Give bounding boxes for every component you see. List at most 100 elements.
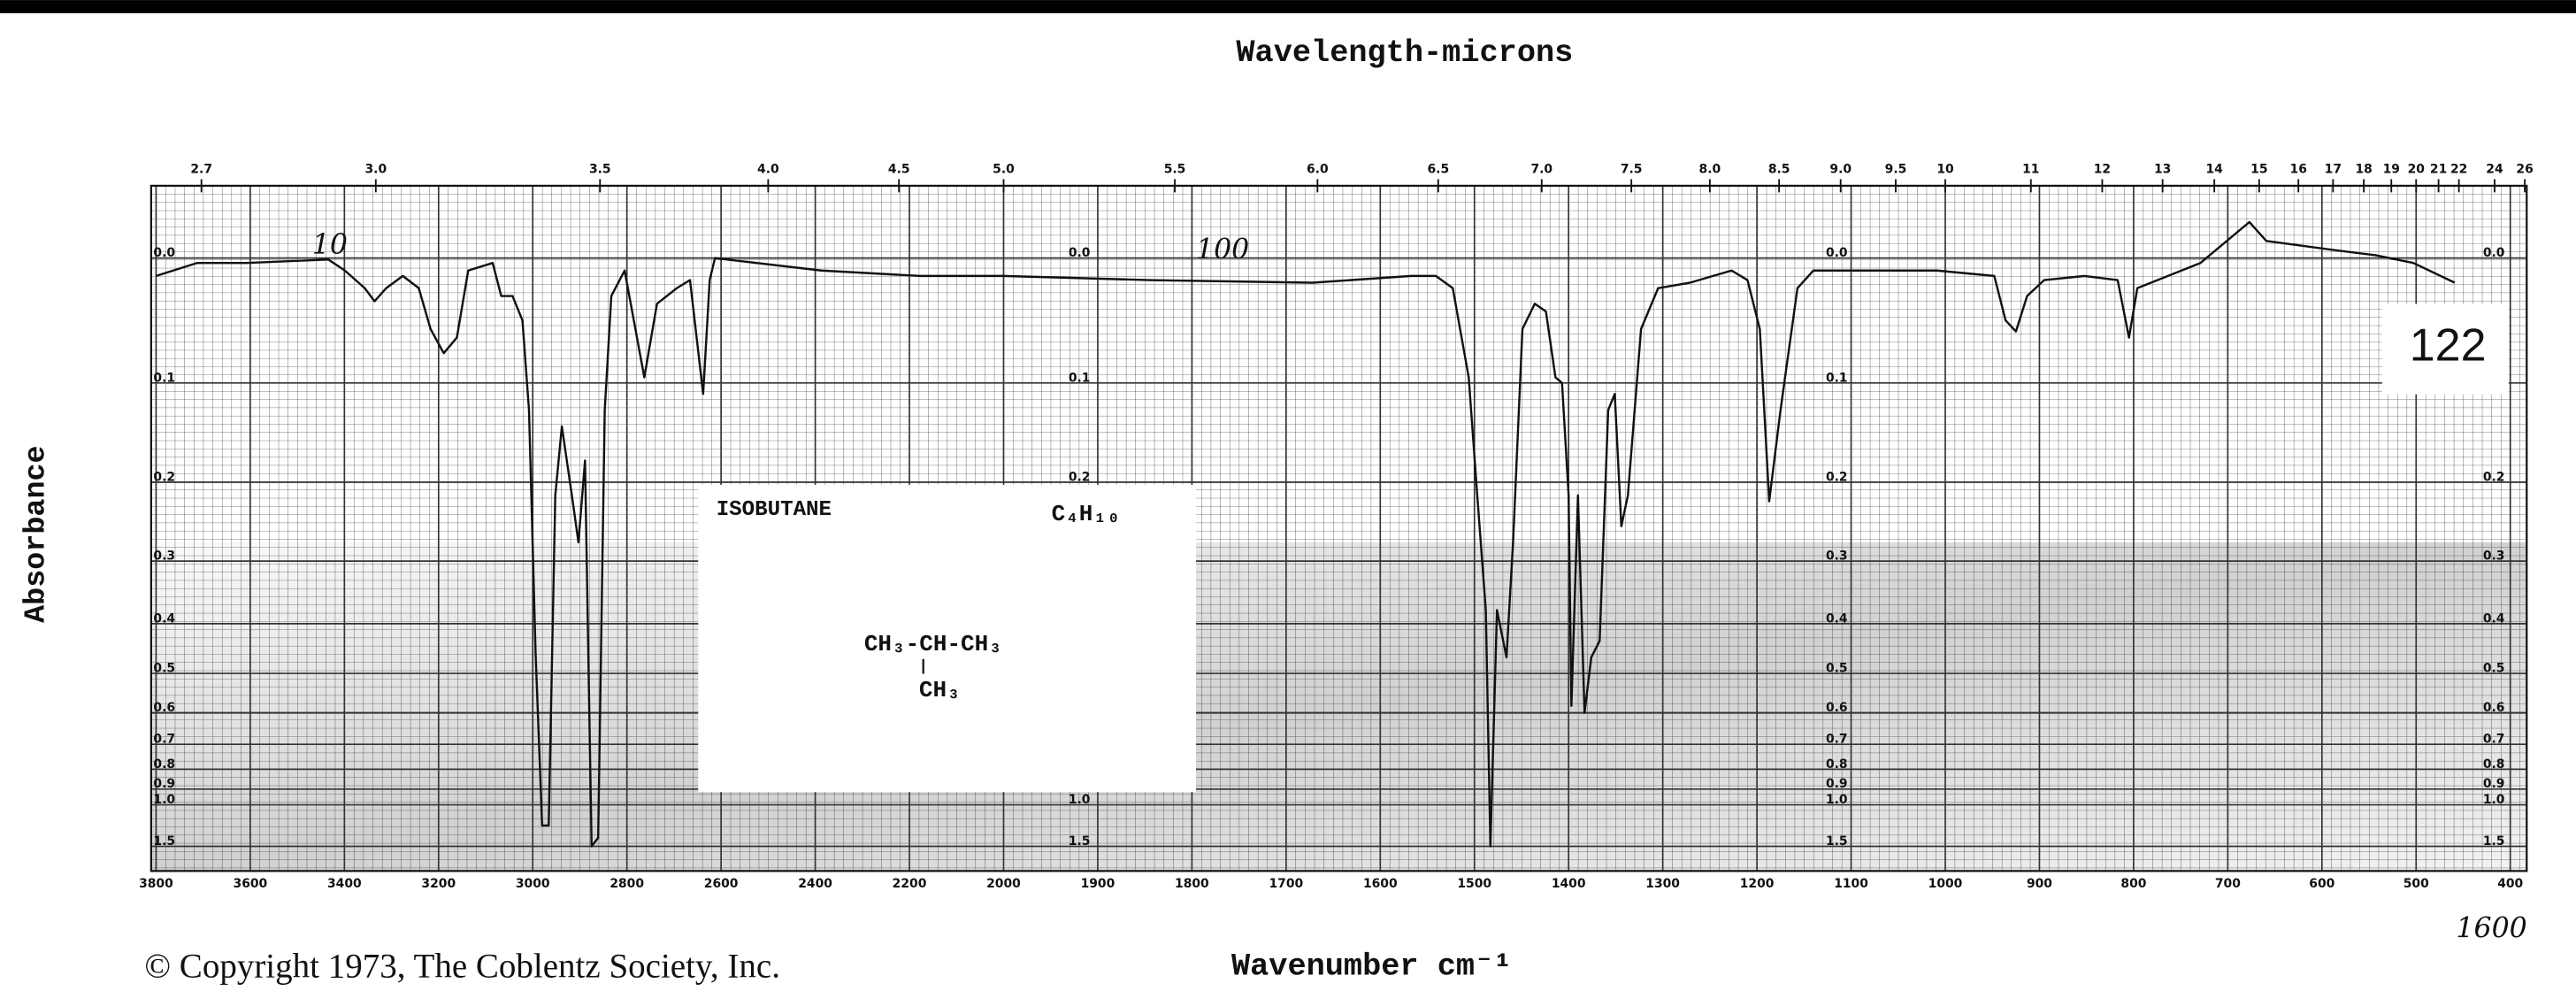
y-axis-title: Absorbance: [20, 445, 54, 622]
copyright: © Copyright 1973, The Coblentz Society, …: [144, 948, 780, 986]
y-tick-label: 1.5: [1069, 834, 1091, 849]
y-tick-label: 0.9: [1826, 777, 1848, 791]
x2-tick-label: 8.5: [1768, 162, 1790, 176]
y-tick-label: 0.2: [153, 470, 175, 484]
x-tick-label: 1700: [1269, 877, 1303, 891]
x2-tick-label: 12: [2094, 162, 2111, 176]
y-tick-label: 1.0: [1069, 793, 1091, 807]
x-tick-label: 500: [2404, 877, 2429, 891]
y-tick-label: 0.1: [1826, 371, 1848, 385]
handwritten-note: 100: [1196, 234, 1249, 266]
y-tick-label: 0.6: [2483, 701, 2505, 715]
x2-tick-label: 5.0: [993, 162, 1015, 176]
plot-frame: [150, 184, 2528, 872]
y-tick-label: 0.5: [2483, 662, 2505, 676]
x2-tick-label: 22: [2450, 162, 2467, 176]
y-tick-label: 1.5: [1826, 834, 1848, 849]
label-box: [698, 484, 1196, 793]
x2-tick-label: 21: [2430, 162, 2447, 176]
y-tick-label: 1.5: [153, 834, 175, 849]
x-tick-label: 2800: [610, 877, 644, 891]
y-tick-label: 0.3: [1826, 549, 1848, 564]
x-tick-label: 900: [2027, 877, 2052, 891]
x-tick-label: 1300: [1645, 877, 1680, 891]
x-tick-label: 1200: [1740, 877, 1775, 891]
spectrum-number: 122: [2410, 320, 2487, 372]
top-axis-title: Wavelength-microns: [1236, 35, 1573, 71]
x-tick-label: 1500: [1457, 877, 1491, 891]
x2-tick-label: 3.5: [589, 162, 611, 176]
x2-tick-label: 16: [2290, 162, 2307, 176]
compound-name: ISOBUTANE: [717, 498, 832, 522]
y-tick-label: 0.7: [1826, 733, 1848, 747]
x-tick-label: 2400: [798, 877, 832, 891]
y-tick-label: 1.0: [1826, 793, 1848, 807]
x2-tick-label: 18: [2355, 162, 2372, 176]
y-tick-label: 1.0: [153, 793, 175, 807]
y-tick-label: 0.9: [153, 777, 175, 791]
y-tick-label: 0.4: [153, 611, 175, 626]
number-box: [2381, 303, 2509, 395]
y-tick-label: 0.5: [153, 662, 175, 676]
y-tick-label: 0.0: [2483, 246, 2505, 260]
y-tick-label: 0.2: [1069, 470, 1091, 484]
x2-tick-label: 5.5: [1164, 162, 1186, 176]
y-tick-label: 0.2: [1826, 470, 1848, 484]
x2-tick-label: 24: [2486, 162, 2503, 176]
y-tick-label: 0.6: [153, 701, 175, 715]
y-tick-label: 0.7: [2483, 733, 2505, 747]
x2-tick-label: 26: [2516, 162, 2533, 176]
y-tick-label: 0.0: [153, 246, 175, 260]
y-tick-label: 0.2: [2483, 470, 2505, 484]
x-tick-label: 3000: [516, 877, 550, 891]
x2-tick-label: 19: [2383, 162, 2400, 176]
x2-tick-label: 15: [2250, 162, 2267, 176]
y-tick-label: 0.8: [1826, 757, 1848, 772]
x2-tick-label: 9.0: [1829, 162, 1852, 176]
x2-tick-label: 4.5: [888, 162, 910, 176]
x-tick-label: 3600: [234, 877, 268, 891]
x-tick-label: 1600: [1363, 877, 1398, 891]
top-bar: [0, 0, 2576, 13]
x-tick-label: 1900: [1081, 877, 1116, 891]
x2-tick-label: 6.0: [1307, 162, 1329, 176]
x-axis-title: Wavenumber cm⁻¹: [1231, 949, 1513, 984]
y-tick-label: 0.7: [153, 733, 175, 747]
x-tick-label: 3800: [139, 877, 173, 891]
structure-line: CH₃-CH-CH₃: [864, 631, 1002, 657]
x-tick-label: 400: [2497, 877, 2523, 891]
paper-shading: [150, 542, 2527, 872]
structure-branch: CH₃: [919, 677, 961, 703]
x-tick-label: 2600: [704, 877, 739, 891]
y-tick-label: 0.0: [1069, 246, 1091, 260]
x-tick-label: 3200: [421, 877, 456, 891]
x2-tick-label: 17: [2325, 162, 2342, 176]
x2-tick-label: 14: [2205, 162, 2223, 176]
y-tick-label: 0.9: [2483, 777, 2505, 791]
x-tick-label: 1100: [1834, 877, 1868, 891]
spectrum-trace: [156, 220, 2456, 848]
x2-tick-label: 8.0: [1699, 162, 1721, 176]
x-tick-label: 1400: [1552, 877, 1586, 891]
x-tick-label: 800: [2120, 877, 2146, 891]
trace-layer: [156, 220, 2456, 848]
y-tick-label: 0.3: [153, 549, 175, 564]
x2-tick-label: 20: [2408, 162, 2426, 176]
x2-tick-label: 13: [2154, 162, 2171, 176]
y-tick-label: 0.4: [2483, 611, 2505, 626]
x2-tick-label: 7.5: [1621, 162, 1643, 176]
x-tick-label: 3400: [327, 877, 362, 891]
x-tick-label: 700: [2215, 877, 2241, 891]
y-tick-label: 0.0: [1826, 246, 1848, 260]
x-tick-label: 1800: [1175, 877, 1209, 891]
x2-tick-label: 10: [1936, 162, 1954, 176]
x-tick-label: 1000: [1928, 877, 1963, 891]
y-tick-label: 0.4: [1826, 611, 1848, 626]
x2-tick-label: 7.0: [1530, 162, 1552, 176]
y-tick-label: 0.8: [2483, 757, 2505, 772]
x2-tick-label: 9.5: [1885, 162, 1907, 176]
compound-formula: C₄H₁₀: [1052, 501, 1121, 527]
y-tick-label: 0.6: [1826, 701, 1848, 715]
x2-tick-label: 3.0: [364, 162, 387, 176]
